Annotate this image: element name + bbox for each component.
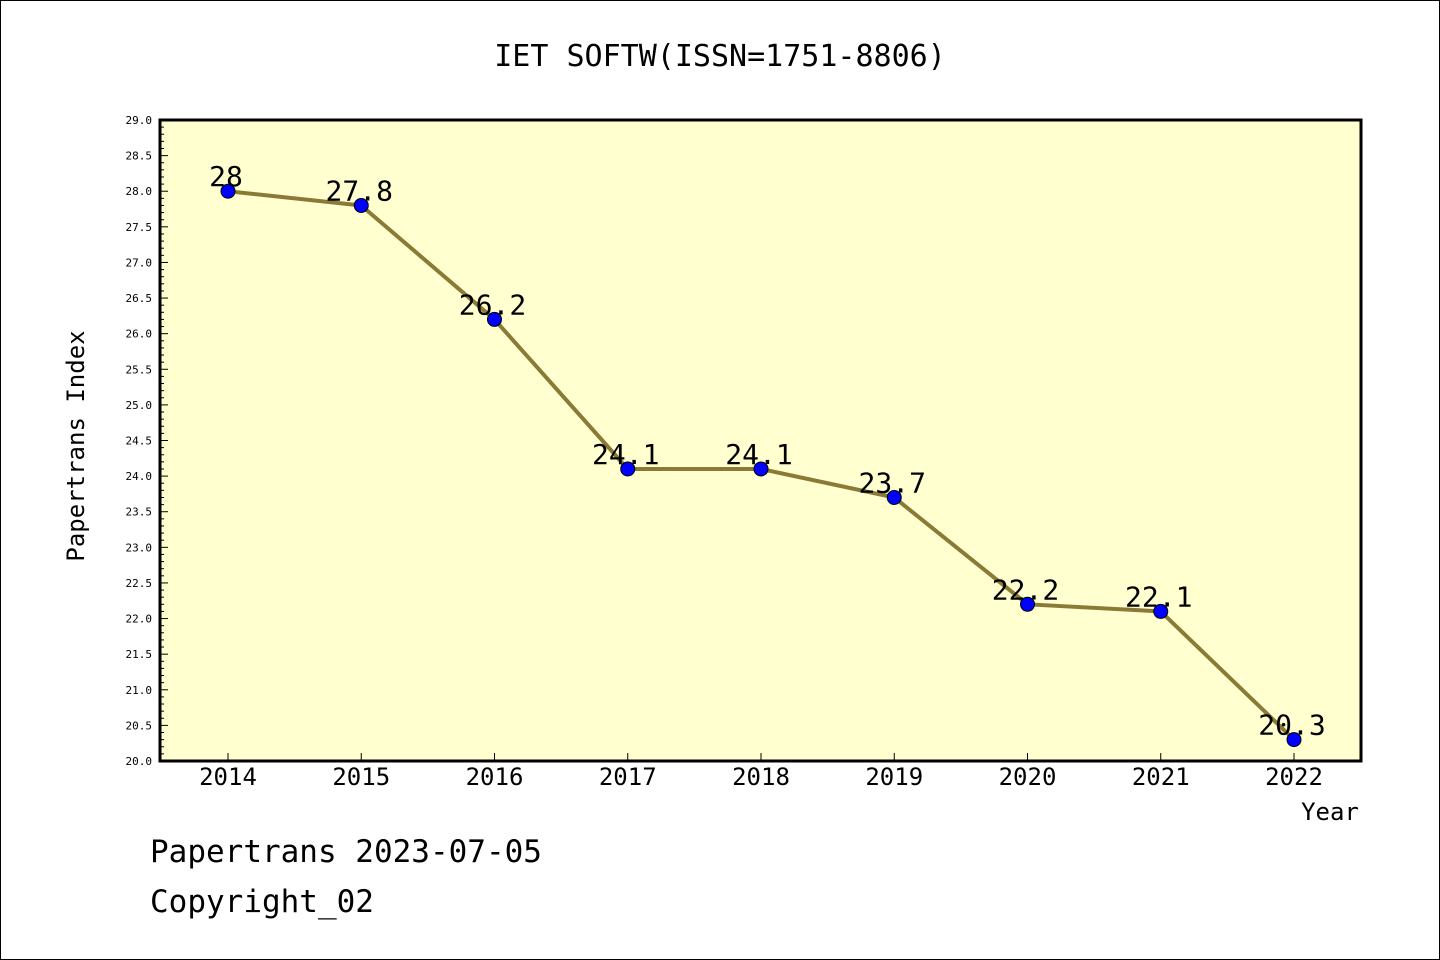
data-point <box>886 489 902 505</box>
y-tick-label: 22.5 <box>126 577 153 590</box>
data-point <box>220 183 236 199</box>
y-tick-label: 29.0 <box>126 114 153 127</box>
data-labels: 28 27.8 26.2 24.1 24.1 23.7 22.2 22.1 20.3 <box>209 160 1326 741</box>
data-label: 22.2 <box>992 573 1059 606</box>
y-tick-label: 28.0 <box>126 185 153 198</box>
x-tick-label: 2021 <box>1132 763 1190 791</box>
plot-area <box>158 118 1363 763</box>
data-point <box>1020 596 1035 612</box>
y-tick-label: 24.0 <box>126 470 153 483</box>
x-tick-label: 2017 <box>599 763 657 791</box>
y-tick-label: 28.5 <box>126 150 153 163</box>
x-axis: 2014 2015 2016 2017 2018 2019 2020 2021 2022 <box>199 753 1323 791</box>
data-label: 24.1 <box>725 438 792 471</box>
y-tick-label: 22.0 <box>126 613 153 626</box>
x-axis-label: Year <box>1301 798 1359 826</box>
data-point <box>1153 603 1169 619</box>
chart-title: IET SOFTW(ISSN=1751-8806) <box>494 39 946 74</box>
y-tick-label: 21.5 <box>126 648 153 661</box>
y-tick-label: 21.0 <box>126 684 153 697</box>
y-tick-label: 20.0 <box>126 755 153 768</box>
y-tick-label: 26.0 <box>126 328 153 341</box>
data-label: 28 <box>209 160 243 193</box>
x-tick-label: 2016 <box>466 763 524 791</box>
footer-source: Papertrans 2023-07-05 <box>150 834 542 870</box>
y-axis-label: Papertrans Index <box>62 330 90 561</box>
y-tick-label: 23.0 <box>126 541 153 554</box>
data-point <box>487 311 502 327</box>
y-tick-label: 23.5 <box>126 506 153 519</box>
data-label: 27.8 <box>326 174 393 207</box>
data-point <box>753 461 769 477</box>
y-tick-label: 27.0 <box>126 256 153 269</box>
data-label: 23.7 <box>859 466 926 499</box>
data-points <box>220 183 1302 748</box>
y-tick-label: 25.5 <box>126 363 153 376</box>
data-label: 24.1 <box>592 438 659 471</box>
x-tick-label: 2022 <box>1265 763 1323 791</box>
data-label: 20.3 <box>1258 709 1325 742</box>
x-tick-label: 2014 <box>199 763 257 791</box>
footer-copyright: Copyright_02 <box>150 884 374 920</box>
x-tick-label: 2019 <box>865 763 923 791</box>
data-point <box>620 461 636 477</box>
x-tick-label: 2020 <box>999 763 1057 791</box>
data-point <box>1286 732 1302 748</box>
y-tick-label: 24.5 <box>126 435 153 448</box>
y-axis: 20.0 20.5 21.0 21.5 22.0 22.5 23.0 23.5 24.0 24.5… <box>126 114 168 768</box>
y-tick-label: 20.5 <box>126 719 153 732</box>
y-tick-label: 27.5 <box>126 221 153 234</box>
y-tick-label: 26.5 <box>126 292 153 305</box>
data-label: 26.2 <box>459 288 526 321</box>
x-tick-label: 2015 <box>332 763 390 791</box>
data-point <box>353 197 369 213</box>
data-label: 22.1 <box>1125 580 1192 613</box>
x-tick-label: 2018 <box>732 763 790 791</box>
y-tick-label: 25.0 <box>126 399 153 412</box>
